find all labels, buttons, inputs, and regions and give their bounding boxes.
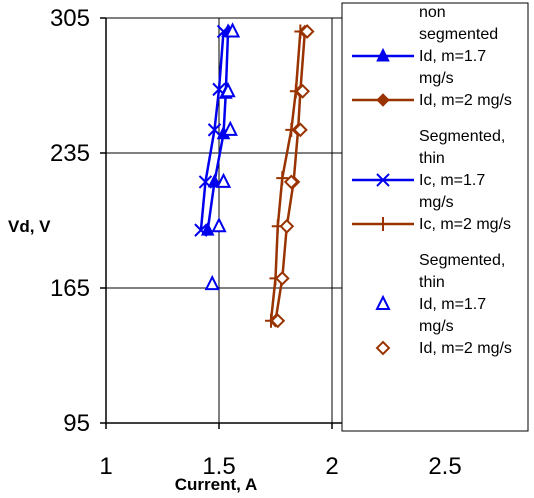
legend-group-header: non	[419, 4, 446, 21]
data-point	[276, 171, 289, 186]
series-layer	[194, 22, 315, 329]
y-tick-labels: 305 235 165 95	[50, 5, 90, 437]
data-point	[224, 22, 241, 38]
legend-marker	[375, 340, 391, 356]
legend-group-header: thin	[419, 274, 445, 291]
data-point	[215, 172, 232, 188]
legend-group-header: segmented	[419, 26, 498, 43]
series-5	[270, 24, 315, 329]
legend-label: Ic, m=1.7	[419, 172, 485, 189]
y-axis-title: Vd, V	[8, 217, 51, 236]
data-point	[207, 173, 222, 188]
data-point	[204, 274, 220, 291]
data-point	[207, 123, 222, 137]
data-point	[299, 24, 315, 39]
legend-label: mg/s	[419, 194, 454, 211]
data-point	[220, 82, 236, 98]
legend-marker	[377, 217, 389, 231]
legend-label: Ic, m=2 mg/s	[419, 216, 511, 233]
data-point	[211, 217, 227, 233]
series-4	[204, 22, 241, 291]
y-tick-label: 235	[50, 140, 90, 167]
legend-marker	[376, 47, 390, 62]
axes	[100, 17, 342, 429]
legend-marker	[376, 93, 390, 107]
data-point	[194, 223, 208, 237]
x-tick-labels: 1 1.5 2 2.5	[99, 453, 461, 480]
data-point	[198, 175, 213, 189]
legend-entry: Id, m=1.7 mg/s	[352, 47, 486, 87]
y-tick-label: 95	[63, 410, 90, 437]
legend-group-header: Segmented,	[419, 128, 505, 145]
data-point	[200, 222, 215, 236]
data-point	[283, 174, 299, 190]
data-point	[222, 120, 238, 136]
legend-entry: Ic, m=1.7 mg/s	[352, 172, 485, 211]
legend-box	[341, 2, 529, 432]
legend-label: mg/s	[419, 318, 454, 335]
x-tick-label: 2	[325, 453, 338, 480]
data-point	[292, 122, 308, 138]
data-point	[270, 313, 286, 329]
legend-group-header: thin	[419, 150, 445, 167]
series-2	[194, 24, 231, 237]
data-point	[279, 218, 295, 234]
legend-label: Id, m=2 mg/s	[419, 340, 512, 357]
legend-entry: Id, m=2 mg/s	[375, 340, 512, 357]
data-point	[295, 83, 311, 99]
x-tick-label: 1	[99, 453, 112, 480]
legend-label: mg/s	[419, 70, 454, 87]
plot-area	[106, 18, 342, 423]
legend-group-header: Segmented,	[419, 252, 505, 269]
legend-entry: Ic, m=2 mg/s	[352, 216, 511, 233]
y-tick-label: 165	[50, 275, 90, 302]
x-tick-label: 2.5	[428, 453, 461, 480]
legend-marker	[376, 173, 390, 187]
legend-label: Id, m=2 mg/s	[419, 92, 512, 109]
legend-entry: Id, m=2 mg/s	[352, 92, 512, 109]
legend-label: Id, m=1.7	[419, 296, 486, 313]
legend-marker	[375, 294, 391, 310]
legend-entry: Id, m=1.7 mg/s	[375, 294, 486, 335]
x-tick-label: 1.5	[202, 453, 235, 480]
y-tick-label: 305	[50, 5, 90, 32]
x-axis-title: Current, A	[175, 475, 258, 494]
legend: non segmented Id, m=1.7 mg/s Id, m=2 mg/s Seg…	[352, 4, 512, 357]
legend-label: Id, m=1.7	[419, 48, 486, 65]
data-point	[274, 270, 290, 286]
